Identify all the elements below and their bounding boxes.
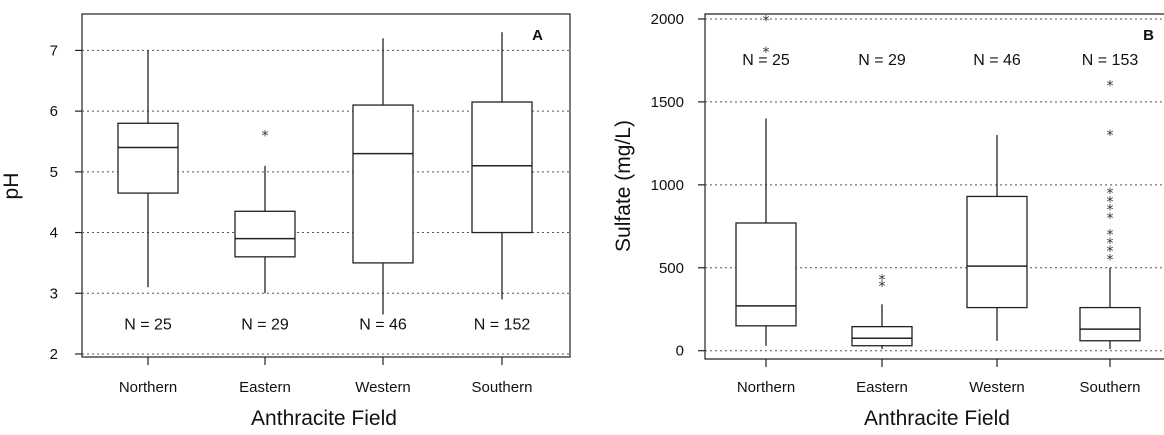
iqr-box xyxy=(352,104,414,264)
y-tick-label: 6 xyxy=(50,103,58,120)
box-plot-southern: ********** xyxy=(1079,78,1141,350)
n-label: N = 25 xyxy=(124,317,172,334)
box-plot-western xyxy=(352,38,414,315)
outlier-marker: * xyxy=(1107,236,1114,252)
iqr-box xyxy=(851,326,913,347)
iqr-box xyxy=(966,195,1028,309)
box-plot-southern xyxy=(471,32,533,300)
x-tick-label: Northern xyxy=(119,379,177,396)
box-plot-eastern: * xyxy=(234,128,296,294)
y-tick-label: 7 xyxy=(50,42,58,59)
n-label: N = 152 xyxy=(474,317,531,334)
y-tick-label: 0 xyxy=(676,343,684,360)
x-tick-label: Northern xyxy=(737,379,795,396)
n-label: N = 29 xyxy=(858,52,906,69)
box-plot-eastern: ** xyxy=(851,272,913,350)
plot-frame xyxy=(81,13,571,358)
outlier-marker: * xyxy=(1107,244,1114,260)
y-axis-title: Sulfate (mg/L) xyxy=(612,120,635,252)
y-tick-label: 4 xyxy=(50,225,58,242)
panel-b-sulfate-chart: 0 500 1000 1500 2000 Sulfate (mg/L) Northern Ea… xyxy=(612,11,1164,430)
y-tick-label: 1500 xyxy=(651,94,684,111)
y-tick-label: 2 xyxy=(50,346,58,363)
outlier-marker: * xyxy=(262,128,269,144)
x-tick-label: Western xyxy=(355,379,411,396)
x-tick-label: Western xyxy=(969,379,1025,396)
outlier-marker: * xyxy=(879,279,886,295)
x-tick-label: Southern xyxy=(472,379,533,396)
n-label: N = 46 xyxy=(973,52,1021,69)
panel-letter: B xyxy=(1143,27,1154,44)
outlier-marker: * xyxy=(763,45,770,61)
box-plot-western xyxy=(966,135,1028,341)
x-tick-label: Eastern xyxy=(239,379,291,396)
iqr-box xyxy=(234,210,296,258)
outlier-marker: * xyxy=(1107,203,1114,219)
y-tick-label: 1000 xyxy=(651,177,684,194)
n-label: N = 46 xyxy=(359,317,407,334)
iqr-box xyxy=(1079,306,1141,342)
n-label: N = 153 xyxy=(1082,52,1139,69)
outlier-marker: * xyxy=(879,272,886,288)
outlier-marker: * xyxy=(1107,78,1114,94)
outlier-marker: * xyxy=(1107,211,1114,227)
panel-letter: A xyxy=(532,27,543,44)
outlier-marker: * xyxy=(1107,194,1114,210)
y-axis-title: pH xyxy=(0,173,23,200)
iqr-box xyxy=(471,101,533,234)
box-plot-northern xyxy=(117,50,179,288)
outlier-marker: * xyxy=(1107,252,1114,268)
iqr-box xyxy=(735,222,797,327)
y-tick-label: 500 xyxy=(659,260,684,277)
box-plot-northern: ** xyxy=(735,14,797,346)
outlier-marker: * xyxy=(1107,228,1114,244)
plot-frame xyxy=(704,13,1164,360)
outlier-marker: * xyxy=(763,14,770,30)
y-tick-label: 5 xyxy=(50,164,58,181)
y-tick-label: 2000 xyxy=(651,11,684,28)
x-tick-label: Southern xyxy=(1080,379,1141,396)
n-label: N = 25 xyxy=(742,52,790,69)
y-tick-label: 3 xyxy=(50,285,58,302)
x-axis-title: Anthracite Field xyxy=(251,407,397,430)
iqr-box xyxy=(117,122,179,194)
n-label: N = 29 xyxy=(241,317,289,334)
x-tick-label: Eastern xyxy=(856,379,908,396)
outlier-marker: * xyxy=(1107,128,1114,144)
x-axis-title: Anthracite Field xyxy=(864,407,1010,430)
outlier-marker: * xyxy=(1107,186,1114,202)
panel-a-ph-chart: 2 3 4 5 6 7 pH Northern Eastern Western Southern An… xyxy=(0,13,571,430)
